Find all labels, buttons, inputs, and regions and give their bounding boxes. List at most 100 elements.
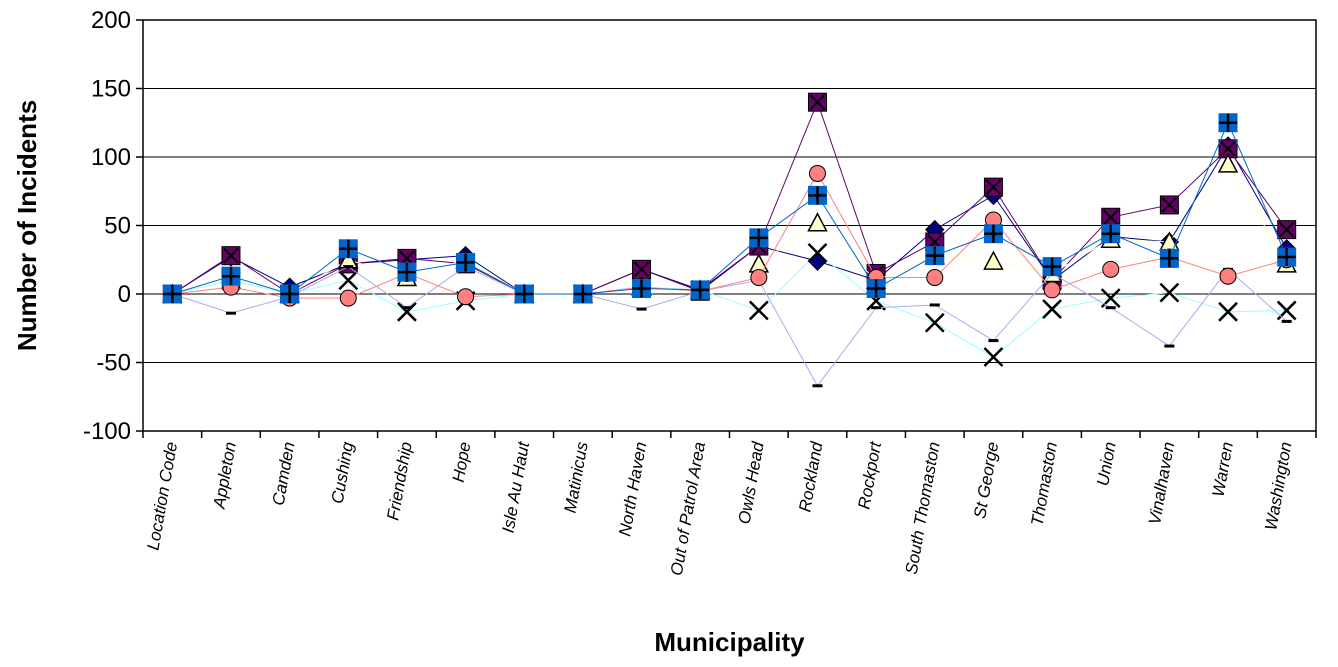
series-2 xyxy=(162,92,1297,304)
y-tick-label: 100 xyxy=(91,144,131,171)
data-point xyxy=(750,269,768,287)
x-tick-label: Owls Head xyxy=(735,440,768,526)
gridlines xyxy=(143,19,1316,432)
series-line xyxy=(172,252,1287,358)
x-tick-label: North Haven xyxy=(615,440,650,537)
y-tick-label: 50 xyxy=(104,213,131,240)
data-point xyxy=(1159,282,1180,303)
data-point-cross xyxy=(573,285,592,303)
data-point xyxy=(397,301,417,322)
data-point-cross xyxy=(985,179,1002,195)
data-point-cross xyxy=(749,228,768,247)
data-point xyxy=(343,265,354,269)
data-point xyxy=(339,289,357,307)
y-axis-ticks: -100 -50 0 50 100 150 200 xyxy=(83,7,143,445)
data-point-cross xyxy=(1101,224,1120,243)
y-tick-label: 150 xyxy=(91,76,131,103)
data-point xyxy=(808,164,826,182)
x-tick-label: Vinalhaven xyxy=(1145,440,1178,526)
x-tick-label: South Thomaston xyxy=(902,440,944,575)
series-6 xyxy=(163,164,1296,307)
x-tick-label: Washington xyxy=(1261,440,1295,531)
data-point-cross xyxy=(163,285,182,303)
data-point-cross xyxy=(397,263,416,282)
series-7 xyxy=(162,113,1297,304)
data-point-cross xyxy=(1160,249,1179,268)
data-point xyxy=(1042,299,1062,319)
series-4 xyxy=(162,243,1297,367)
data-point xyxy=(1219,267,1237,285)
x-tick-label: Location Code xyxy=(144,440,182,551)
x-axis-label: Municipality xyxy=(654,627,805,657)
data-point xyxy=(636,307,647,311)
data-point xyxy=(338,270,359,291)
data-point xyxy=(871,306,882,310)
data-point-cross xyxy=(1103,209,1119,225)
x-tick-label: Rockport xyxy=(855,439,886,511)
data-point-cross xyxy=(221,267,240,286)
x-tick-label: Hope xyxy=(449,440,475,483)
series-group xyxy=(162,92,1297,388)
data-point-cross xyxy=(515,285,534,303)
data-point-cross xyxy=(1219,113,1238,132)
x-tick-label: St George xyxy=(970,440,1002,520)
series-1 xyxy=(162,136,1297,304)
data-point xyxy=(988,339,999,343)
data-point xyxy=(929,303,940,307)
data-point-cross xyxy=(339,239,358,258)
data-point-cross xyxy=(1043,257,1062,276)
data-point xyxy=(1105,306,1116,310)
y-tick-label: 200 xyxy=(91,7,131,34)
data-point-cross xyxy=(925,246,944,265)
data-point-cross xyxy=(223,247,239,264)
series-line xyxy=(172,162,1288,295)
data-point xyxy=(457,288,475,306)
x-tick-label: Thomaston xyxy=(1028,440,1061,527)
x-tick-label: Out of Patrol Area xyxy=(667,440,709,577)
data-point-cross xyxy=(1278,221,1295,238)
data-point-cross xyxy=(984,224,1003,243)
data-point xyxy=(1164,344,1175,348)
x-tick-label: Appleton xyxy=(209,440,240,510)
data-point-cross xyxy=(691,280,710,299)
x-tick-label: Warren xyxy=(1209,440,1237,498)
y-tick-label: 0 xyxy=(118,281,131,308)
data-point xyxy=(926,269,944,287)
y-tick-label: -100 xyxy=(83,418,131,445)
x-tick-label: Cushing xyxy=(328,440,358,505)
data-point-cross xyxy=(867,279,886,298)
data-point-cross xyxy=(1161,197,1178,213)
data-point xyxy=(1043,281,1061,299)
x-axis-ticks: Location Code Appleton Camden Cushing Friend… xyxy=(142,431,1317,577)
data-point-cross xyxy=(456,253,475,272)
data-point-cross xyxy=(809,94,826,110)
data-point xyxy=(807,212,828,232)
x-tick-label: Isle Au Haut xyxy=(498,439,533,534)
data-point-cross xyxy=(1277,248,1296,267)
data-point xyxy=(983,347,1004,367)
data-point-cross xyxy=(633,261,650,278)
y-axis-label: Number of Incidents xyxy=(12,100,42,351)
data-point xyxy=(807,243,828,263)
x-tick-label: Camden xyxy=(269,440,299,507)
data-point-cross xyxy=(808,186,827,205)
data-point xyxy=(924,312,945,333)
x-tick-label: Union xyxy=(1093,440,1119,487)
data-point xyxy=(983,250,1004,270)
series-line xyxy=(172,172,1287,299)
y-tick-label: -50 xyxy=(96,350,131,377)
data-point xyxy=(225,311,236,315)
data-point-cross xyxy=(280,285,299,303)
data-point xyxy=(748,300,769,321)
data-point xyxy=(1218,301,1238,322)
series-line xyxy=(172,121,1288,295)
data-point xyxy=(807,251,828,271)
series-3 xyxy=(162,153,1297,303)
data-point-cross xyxy=(632,279,651,298)
data-point xyxy=(1217,153,1239,173)
data-point xyxy=(1281,319,1292,323)
data-point-cross xyxy=(1220,141,1236,157)
x-tick-label: Friendship xyxy=(383,440,415,521)
x-tick-label: Matinicus xyxy=(561,440,592,515)
